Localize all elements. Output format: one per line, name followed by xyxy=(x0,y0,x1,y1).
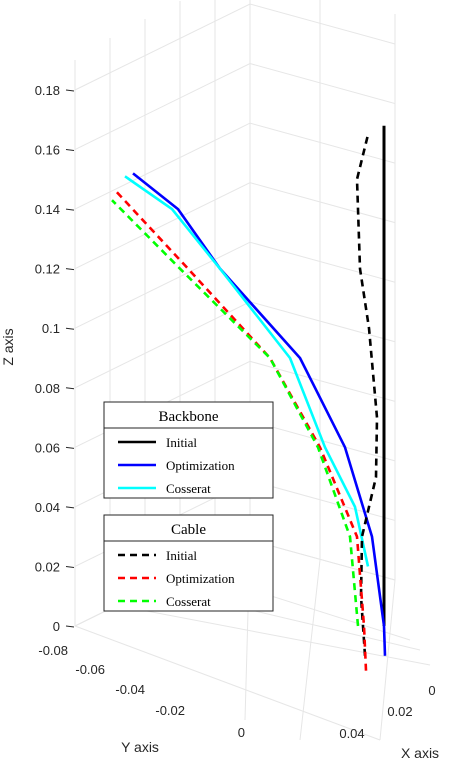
grid xyxy=(74,0,431,741)
series xyxy=(111,125,387,671)
x-axis-label: X axis xyxy=(401,745,439,761)
z-tick-label: 0.08 xyxy=(35,381,60,396)
legend-entry-label: Cosserat xyxy=(166,594,211,609)
z-tick-label: 0.1 xyxy=(42,321,60,336)
z-tick-label: 0.18 xyxy=(35,83,60,98)
z-tick-label: 0 xyxy=(53,619,60,634)
series-line-backbone-1 xyxy=(132,172,387,656)
y-tick-label: -0.06 xyxy=(75,662,105,677)
tick-labels: 0 0.02 0.04 0.06 0.08 0.1 0.12 0.14 0.16 0.18 -0.0… xyxy=(35,83,436,741)
series-line-cable-5 xyxy=(111,199,360,627)
z-axis-label: Z axis xyxy=(0,328,16,365)
x-tick-label: 0.02 xyxy=(387,704,412,719)
legend-title: Cable xyxy=(171,522,206,538)
legend-title: Backbone xyxy=(159,409,219,425)
x-tick-label: 0 xyxy=(428,683,435,698)
legend-cable: Cable Initial Optimization Cosserat xyxy=(103,514,274,612)
legends: BackboneInitialOptimizationCosseratCable… xyxy=(103,401,274,612)
x-tick-label: 0.04 xyxy=(339,726,364,741)
legend-entry-label: Initial xyxy=(166,435,197,450)
z-tick-label: 0.06 xyxy=(35,440,60,455)
series-line-cable-4 xyxy=(115,190,368,671)
series-line-backbone-2 xyxy=(124,175,370,567)
legend-entry-label: Initial xyxy=(166,548,197,563)
series-line-cable-3 xyxy=(355,134,379,656)
legend-entry-label: Optimization xyxy=(166,571,235,586)
z-tick-label: 0.04 xyxy=(35,500,60,515)
y-tick-label: -0.02 xyxy=(155,703,185,718)
legend-entry-label: Optimization xyxy=(166,458,235,473)
z-tick-label: 0.16 xyxy=(35,143,60,158)
y-tick-label: 0 xyxy=(238,725,245,740)
axis-titles: Z axis Y axis X axis xyxy=(0,328,439,761)
legend-entry-label: Cosserat xyxy=(166,481,211,496)
y-tick-label: -0.08 xyxy=(38,643,68,658)
y-axis-label: Y axis xyxy=(121,739,159,755)
y-tick-label: -0.04 xyxy=(115,682,145,697)
z-tick-label: 0.14 xyxy=(35,202,60,217)
z-tick-label: 0.02 xyxy=(35,559,60,574)
z-tick-label: 0.12 xyxy=(35,262,60,277)
legend-backbone: Backbone Initial Optimization Cosserat xyxy=(103,401,274,499)
